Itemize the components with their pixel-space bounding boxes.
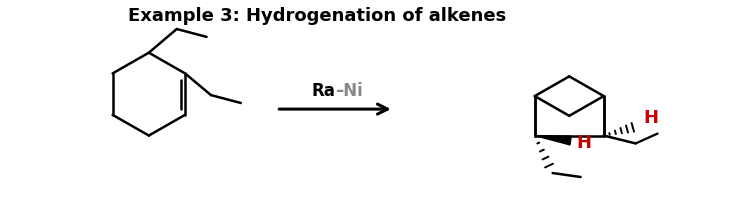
Text: Ra: Ra xyxy=(311,82,335,100)
Text: H: H xyxy=(576,135,591,152)
Text: Example 3: Hydrogenation of alkenes: Example 3: Hydrogenation of alkenes xyxy=(127,7,506,26)
Text: –Ni: –Ni xyxy=(335,82,363,100)
Text: H: H xyxy=(643,109,658,127)
Polygon shape xyxy=(535,136,571,145)
